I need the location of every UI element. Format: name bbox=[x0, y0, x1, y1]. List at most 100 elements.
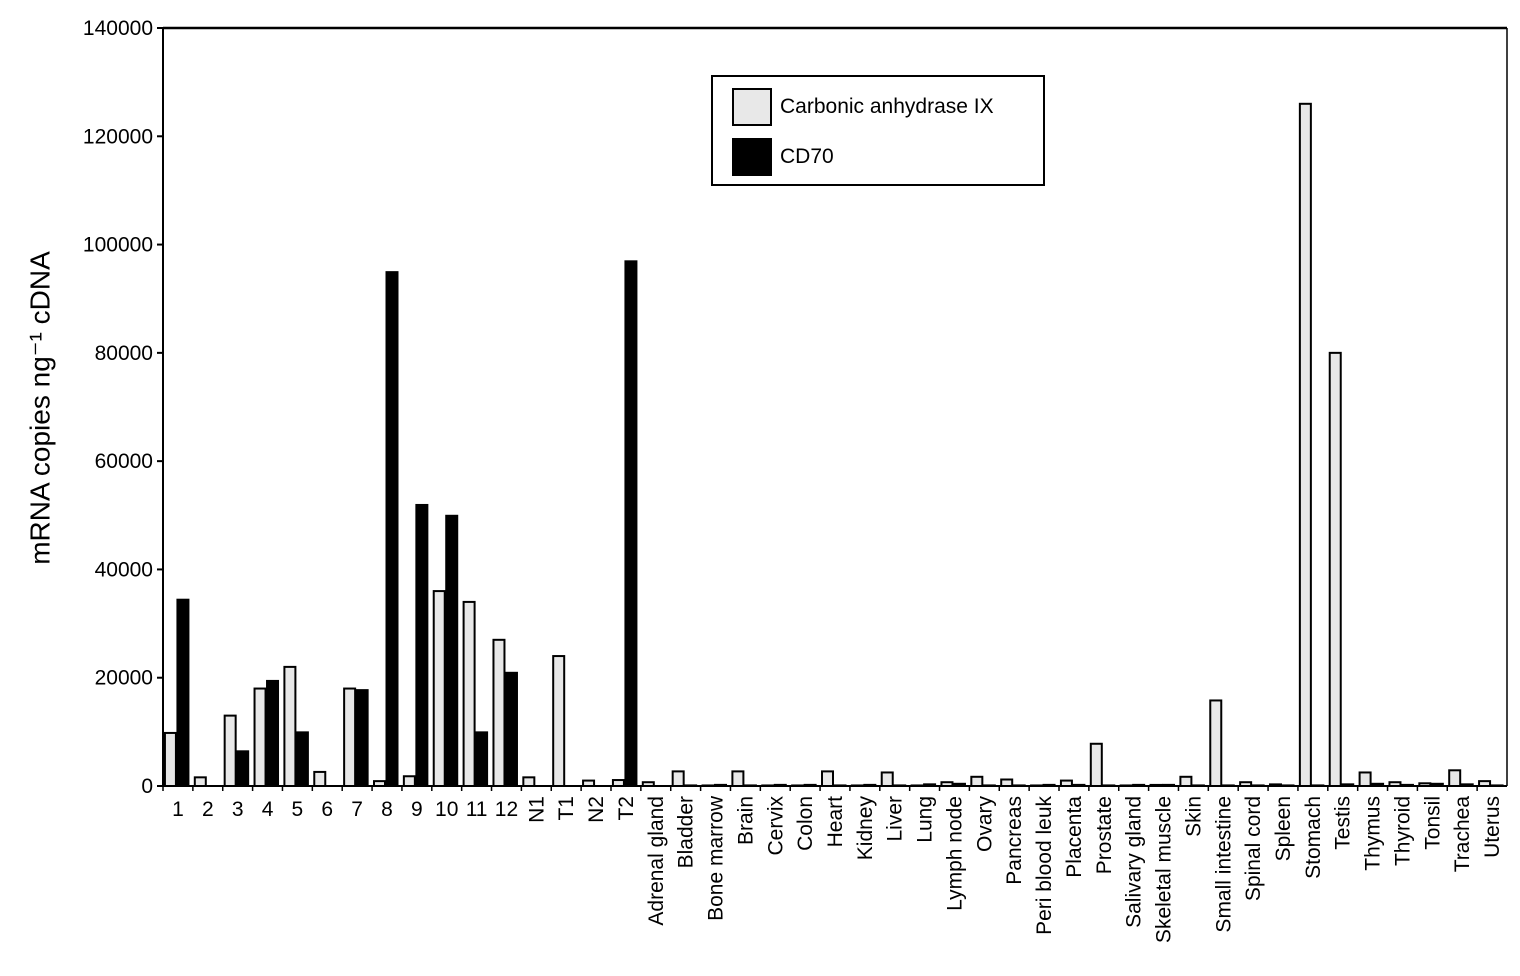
x-tick-label: T1 bbox=[555, 796, 578, 821]
bar-carbonic-anhydrase bbox=[701, 784, 715, 787]
x-tick-label: 2 bbox=[202, 798, 214, 821]
bar-cd70 bbox=[714, 783, 728, 787]
bar-carbonic-anhydrase bbox=[1269, 783, 1282, 788]
legend-label: CD70 bbox=[780, 145, 834, 168]
x-tick-label: Spleen bbox=[1272, 796, 1295, 861]
x-tick-label: Skin bbox=[1182, 796, 1205, 837]
legend-item-carbonic-anhydrase: Carbonic anhydrase IX bbox=[732, 88, 994, 126]
bar-carbonic-anhydrase bbox=[850, 784, 864, 787]
x-tick-label: Thyroid bbox=[1391, 796, 1414, 866]
bar-carbonic-anhydrase bbox=[313, 770, 327, 787]
bar-cd70 bbox=[1162, 783, 1176, 787]
x-tick-label: Adrenal gland bbox=[645, 796, 668, 926]
x-tick-label: Heart bbox=[824, 796, 847, 848]
bar-carbonic-anhydrase bbox=[910, 784, 924, 787]
bar-carbonic-anhydrase bbox=[373, 780, 386, 787]
bar-carbonic-anhydrase bbox=[462, 600, 476, 788]
y-tick-label: 100000 bbox=[83, 234, 153, 257]
legend-label: Carbonic anhydrase IX bbox=[780, 95, 994, 118]
x-tick-label: 10 bbox=[435, 798, 458, 821]
x-tick-label: Testis bbox=[1332, 796, 1355, 850]
bar-cd70 bbox=[1072, 783, 1086, 787]
bar-carbonic-anhydrase bbox=[163, 731, 177, 788]
x-tick-label: Bladder bbox=[675, 796, 698, 868]
x-tick-label: 6 bbox=[321, 798, 333, 821]
bar-cd70 bbox=[833, 784, 847, 787]
bar-cd70 bbox=[1281, 784, 1295, 787]
x-tick-label: Placenta bbox=[1063, 796, 1086, 878]
x-tick-label: Lung bbox=[914, 796, 937, 843]
bar-carbonic-anhydrase bbox=[492, 638, 506, 787]
y-axis-label: mRNA copies ng⁻¹ cDNA bbox=[24, 251, 56, 565]
x-tick-label: Pancreas bbox=[1003, 796, 1026, 885]
bar-cd70 bbox=[773, 783, 787, 787]
bar-cd70 bbox=[1460, 783, 1474, 787]
bar-carbonic-anhydrase bbox=[880, 771, 894, 788]
bar-carbonic-anhydrase bbox=[1089, 742, 1103, 787]
y-tick-label: 120000 bbox=[83, 125, 153, 148]
bar-carbonic-anhydrase bbox=[1000, 778, 1014, 788]
bar-carbonic-anhydrase bbox=[1149, 783, 1163, 787]
bar-carbonic-anhydrase bbox=[1478, 780, 1492, 787]
x-tick-label: 1 bbox=[172, 798, 184, 821]
bar-carbonic-anhydrase bbox=[671, 770, 685, 787]
bar-carbonic-anhydrase bbox=[1239, 781, 1253, 788]
bar-cd70 bbox=[295, 731, 309, 787]
legend-item-cd70: CD70 bbox=[732, 138, 834, 176]
x-tick-label: Bone marrow bbox=[705, 795, 728, 921]
x-tick-label: N2 bbox=[585, 796, 608, 823]
y-tick-label: 80000 bbox=[95, 342, 153, 365]
x-tick-label: Stomach bbox=[1302, 796, 1325, 879]
bar-cd70 bbox=[952, 782, 966, 787]
bar-carbonic-anhydrase bbox=[343, 687, 357, 787]
x-tick-label: Uterus bbox=[1481, 796, 1504, 858]
bar-cd70 bbox=[266, 679, 280, 787]
bar-carbonic-anhydrase bbox=[970, 775, 984, 788]
legend-swatch-cd70 bbox=[732, 138, 772, 176]
bar-carbonic-anhydrase bbox=[1209, 699, 1223, 787]
bar-carbonic-anhydrase bbox=[283, 665, 297, 788]
bar-carbonic-anhydrase bbox=[582, 779, 596, 787]
bar-cd70 bbox=[176, 598, 190, 787]
bar-cd70 bbox=[1430, 782, 1444, 787]
bar-cd70 bbox=[1042, 783, 1056, 787]
x-tick-label: Brain bbox=[734, 796, 757, 845]
x-tick-label: Skeletal muscle bbox=[1153, 796, 1176, 943]
bar-carbonic-anhydrase bbox=[552, 655, 566, 787]
bar-cd70 bbox=[923, 783, 937, 787]
bar-carbonic-anhydrase bbox=[1119, 784, 1133, 787]
bar-cd70 bbox=[1490, 784, 1504, 787]
bar-carbonic-anhydrase bbox=[641, 781, 655, 788]
x-tick-label: 9 bbox=[411, 798, 423, 821]
x-tick-label: Liver bbox=[884, 796, 907, 842]
bar-cd70 bbox=[1251, 784, 1265, 787]
bar-cd70 bbox=[1371, 782, 1385, 787]
bar-carbonic-anhydrase bbox=[1418, 782, 1432, 787]
bar-carbonic-anhydrase bbox=[193, 776, 207, 788]
y-tick-label: 60000 bbox=[95, 450, 153, 473]
bar-carbonic-anhydrase bbox=[940, 781, 954, 788]
bar-cd70 bbox=[504, 671, 518, 787]
bar-cd70 bbox=[1012, 784, 1026, 787]
bar-carbonic-anhydrase bbox=[611, 779, 625, 788]
bar-carbonic-anhydrase bbox=[1388, 781, 1402, 788]
legend-swatch-carbonic-anhydrase bbox=[732, 88, 772, 126]
y-tick-label: 20000 bbox=[95, 667, 153, 690]
bar-carbonic-anhydrase bbox=[791, 784, 805, 787]
bar-carbonic-anhydrase bbox=[761, 784, 775, 787]
bar-cd70 bbox=[1191, 784, 1205, 787]
bar-cd70 bbox=[1132, 783, 1146, 787]
bar-cd70 bbox=[1102, 784, 1116, 787]
bar-carbonic-anhydrase bbox=[402, 775, 416, 787]
x-tick-label: 12 bbox=[495, 798, 518, 821]
bar-cd70 bbox=[385, 271, 399, 787]
x-tick-label: 4 bbox=[262, 798, 274, 821]
x-tick-label: Kidney bbox=[854, 796, 877, 861]
bar-cd70 bbox=[355, 689, 369, 787]
x-tick-label: 11 bbox=[466, 798, 488, 821]
bar-carbonic-anhydrase bbox=[253, 687, 267, 787]
bar-cd70 bbox=[863, 783, 877, 787]
x-tick-label: Tonsil bbox=[1421, 796, 1444, 850]
x-tick-label: 5 bbox=[292, 798, 304, 821]
